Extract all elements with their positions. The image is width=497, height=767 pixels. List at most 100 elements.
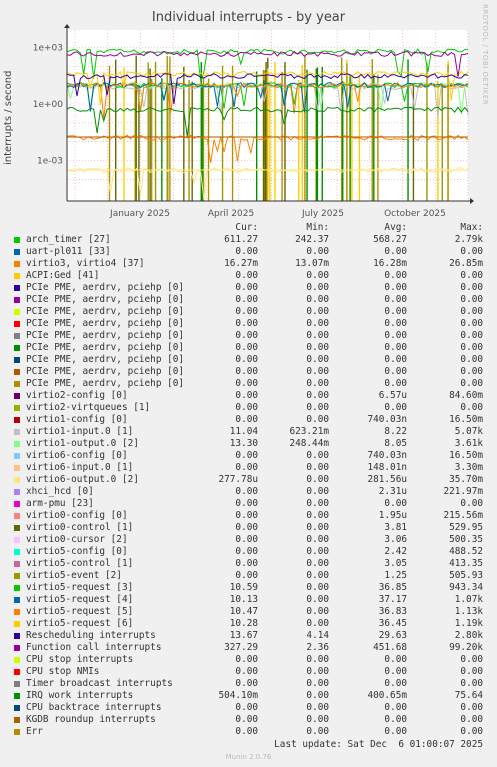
legend-avg-value: 740.03n — [367, 414, 407, 425]
legend-swatch — [14, 321, 20, 327]
col-cur-header: Cur: — [235, 222, 258, 233]
legend-cur-value: 611.27 — [224, 234, 258, 245]
munin-version: Munin 2.0.76 — [225, 753, 272, 761]
col-max-header: Max: — [460, 222, 483, 233]
legend-cur-value: 0.00 — [235, 546, 258, 557]
legend-min-value: 0.00 — [306, 546, 329, 557]
legend-swatch — [14, 669, 20, 675]
legend-row: virtio6-config [0] 0.00 0.00 740.03n 16.50m — [0, 450, 497, 462]
legend-row: virtio6-output.0 [2] 277.78u 0.00 281.56u 35… — [0, 474, 497, 486]
legend-cur-value: 0.00 — [235, 294, 258, 305]
legend-cur-value: 13.30 — [229, 438, 258, 449]
legend-row: xhci_hcd [0] 0.00 0.00 2.31u 221.97m — [0, 486, 497, 498]
legend-series-name: CPU stop NMIs — [26, 666, 100, 677]
legend-min-value: 0.00 — [306, 354, 329, 365]
x-tick-label: January 2025 — [109, 209, 170, 219]
legend-swatch — [14, 357, 20, 363]
series-line — [66, 48, 468, 83]
legend-max-value: 1.19k — [454, 618, 483, 629]
legend-cur-value: 16.27m — [224, 258, 258, 269]
legend-swatch — [14, 369, 20, 375]
legend-max-value: 35.70m — [449, 474, 483, 485]
legend-avg-value: 0.00 — [384, 354, 407, 365]
legend-avg-value: 0.00 — [384, 306, 407, 317]
legend-min-value: 0.00 — [306, 594, 329, 605]
legend-series-name: Function call interrupts — [26, 642, 162, 653]
legend-row: PCIe PME, aerdrv, pciehp [0] 0.00 0.00 0.00… — [0, 354, 497, 366]
legend-swatch — [14, 333, 20, 339]
legend-swatch — [14, 441, 20, 447]
legend-row: virtio1-output.0 [2] 13.30 248.44m 8.05 3.61… — [0, 438, 497, 450]
legend-series-name: virtio0-control [1] — [26, 522, 134, 533]
legend-row: ACPI:Ged [41] 0.00 0.00 0.00 0.00 — [0, 270, 497, 282]
legend-min-value: 0.00 — [306, 366, 329, 377]
legend-series-name: PCIe PME, aerdrv, pciehp [0] — [26, 330, 185, 341]
legend-max-value: 75.64 — [454, 690, 483, 701]
legend-series-name: CPU stop interrupts — [26, 654, 134, 665]
legend-series-name: uart-pl011 [33] — [26, 246, 111, 257]
legend-min-value: 0.00 — [306, 462, 329, 473]
legend-swatch — [14, 537, 20, 543]
legend-min-value: 0.00 — [306, 330, 329, 341]
legend-min-value: 0.00 — [306, 666, 329, 677]
series-line — [66, 73, 469, 105]
legend-cur-value: 10.13 — [229, 594, 258, 605]
legend-max-value: 3.61k — [454, 438, 483, 449]
legend-max-value: 0.00 — [460, 270, 483, 281]
legend-swatch — [14, 417, 20, 423]
legend-avg-value: 2.42 — [384, 546, 407, 557]
legend-series-name: virtio6-output.0 [2] — [26, 474, 139, 485]
legend-max-value: 0.00 — [460, 318, 483, 329]
legend-avg-value: 8.22 — [384, 426, 407, 437]
legend-max-value: 0.00 — [460, 330, 483, 341]
legend-series-name: PCIe PME, aerdrv, pciehp [0] — [26, 354, 185, 365]
legend-row: IRQ work interrupts 504.10m 0.00 400.65m 75.… — [0, 690, 497, 702]
legend-cur-value: 0.00 — [235, 414, 258, 425]
legend-series-name: virtio5-request [3] — [26, 582, 134, 593]
legend-avg-value: 29.63 — [378, 630, 407, 641]
legend-cur-value: 0.00 — [235, 678, 258, 689]
series-line — [66, 50, 469, 77]
legend-avg-value: 1.25 — [384, 570, 407, 581]
legend-avg-value: 0.00 — [384, 498, 407, 509]
legend-series-name: Err — [26, 726, 43, 737]
legend-series-name: ACPI:Ged [41] — [26, 270, 100, 281]
legend-row: PCIe PME, aerdrv, pciehp [0] 0.00 0.00 0.00… — [0, 330, 497, 342]
legend-cur-value: 0.00 — [235, 498, 258, 509]
legend-row: virtio0-control [1] 0.00 0.00 3.81 529.95 — [0, 522, 497, 534]
legend-row: virtio5-config [0] 0.00 0.00 2.42 488.52 — [0, 546, 497, 558]
legend-max-value: 0.00 — [460, 246, 483, 257]
legend-row: virtio2-virtqueues [1] 0.00 0.00 0.00 0.00 — [0, 402, 497, 414]
legend-cur-value: 13.67 — [229, 630, 258, 641]
legend-swatch — [14, 297, 20, 303]
legend-avg-value: 568.27 — [373, 234, 407, 245]
legend-swatch — [14, 525, 20, 531]
legend-avg-value: 740.03n — [367, 450, 407, 461]
legend-swatch — [14, 633, 20, 639]
legend-series-name: virtio6-input.0 [1] — [26, 462, 134, 473]
chart-area: 1e+03 1e+00 1e-03 January 2025 April 2025 Jul… — [33, 24, 474, 219]
legend-cur-value: 0.00 — [235, 378, 258, 389]
legend-avg-value: 37.17 — [378, 594, 407, 605]
legend-avg-value: 148.01n — [367, 462, 407, 473]
legend-swatch — [14, 597, 20, 603]
legend-min-value: 0.00 — [306, 306, 329, 317]
legend-min-value: 0.00 — [306, 618, 329, 629]
legend-cur-value: 0.00 — [235, 318, 258, 329]
legend-swatch — [14, 693, 20, 699]
legend-min-value: 13.07m — [295, 258, 329, 269]
legend-row: virtio0-config [0] 0.00 0.00 1.95u 215.56m — [0, 510, 497, 522]
legend-avg-value: 0.00 — [384, 702, 407, 713]
legend-avg-value: 3.06 — [384, 534, 407, 545]
legend-min-value: 0.00 — [306, 654, 329, 665]
legend-max-value: 943.34 — [449, 582, 483, 593]
legend-cur-value: 0.00 — [235, 666, 258, 677]
legend-avg-value: 451.68 — [373, 642, 407, 653]
x-tick-label: October 2025 — [384, 209, 446, 219]
legend-avg-value: 36.45 — [378, 618, 407, 629]
legend-min-value: 4.14 — [306, 630, 329, 641]
legend-cur-value: 0.00 — [235, 354, 258, 365]
legend-series-name: PCIe PME, aerdrv, pciehp [0] — [26, 378, 185, 389]
legend-max-value: 16.50m — [449, 450, 483, 461]
legend-swatch — [14, 405, 20, 411]
